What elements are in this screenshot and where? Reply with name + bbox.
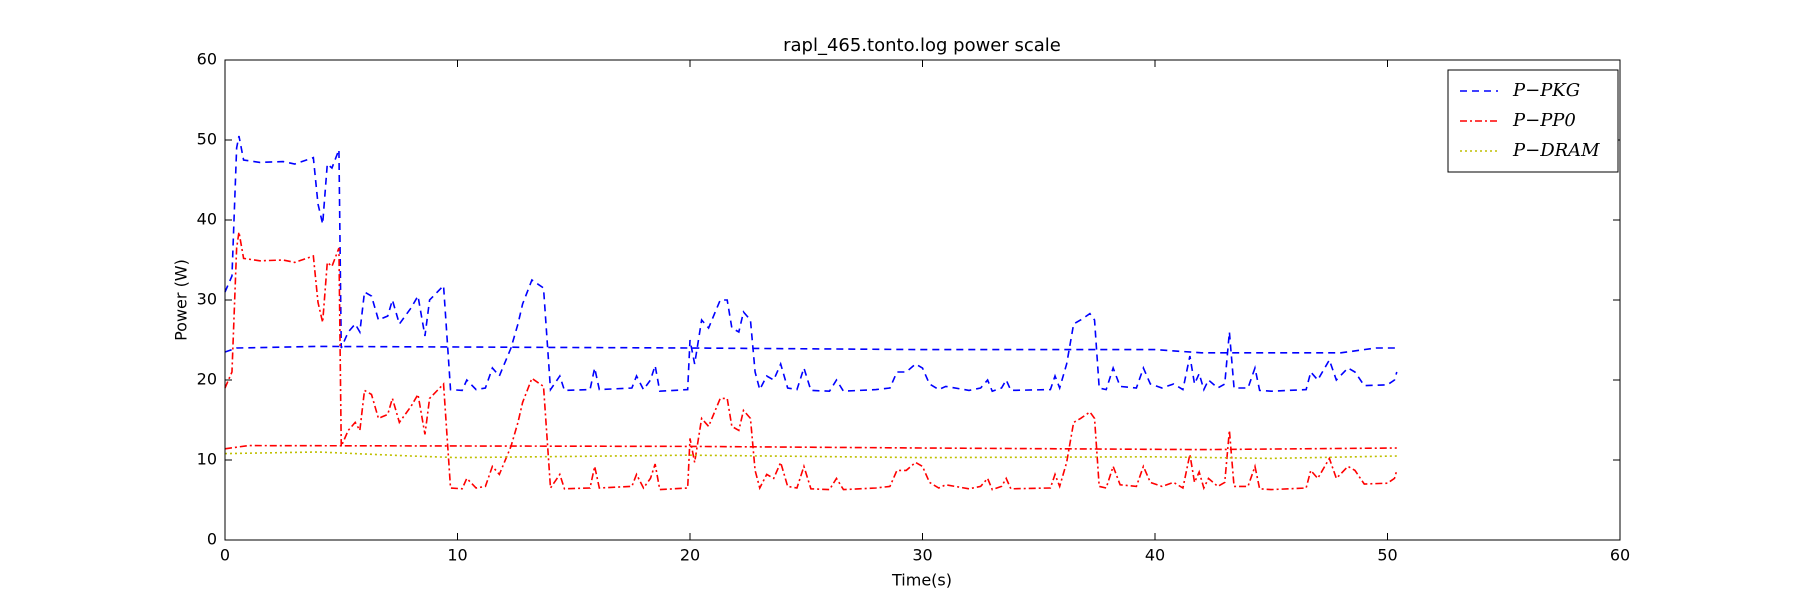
series-line [224, 345, 1397, 354]
x-tick-label: 60 [1610, 546, 1630, 565]
series-line [224, 451, 1397, 460]
y-tick-label: 0 [207, 530, 217, 549]
x-tick-label: 50 [1377, 546, 1397, 565]
chart-title: rapl_465.tonto.log power scale [783, 35, 1061, 56]
legend-label: P−DRAM [1512, 140, 1600, 161]
y-tick-label: 20 [197, 370, 217, 389]
y-tick-label: 30 [197, 290, 217, 309]
series-line [224, 444, 1397, 451]
x-tick-label: 30 [912, 546, 932, 565]
y-tick-label: 60 [197, 50, 217, 69]
x-axis-label: Time(s) [891, 571, 952, 590]
y-tick-label: 40 [197, 210, 217, 229]
x-tick-label: 20 [680, 546, 700, 565]
x-tick-label: 10 [447, 546, 467, 565]
x-tick-label: 40 [1145, 546, 1165, 565]
x-tick-label: 0 [220, 546, 230, 565]
legend-label: P−PP0 [1512, 110, 1576, 131]
legend-label: P−PKG [1512, 80, 1580, 101]
series-line [224, 135, 1398, 393]
y-tick-label: 50 [197, 130, 217, 149]
series-line [224, 231, 1398, 491]
plot-frame [224, 59, 1621, 541]
y-tick-label: 10 [197, 450, 217, 469]
y-axis-label: Power (W) [172, 259, 191, 341]
